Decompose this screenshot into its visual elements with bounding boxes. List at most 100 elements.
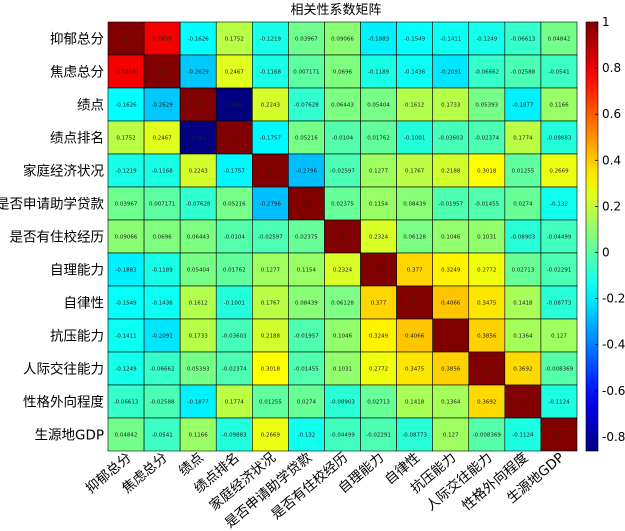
heatmap-cell — [107, 351, 145, 386]
heatmap-cell — [107, 186, 145, 221]
cell-value-label: 1 — [377, 268, 381, 274]
cell-value-label: 0.377 — [371, 301, 387, 307]
heatmap-cell — [468, 120, 506, 155]
heatmap-cell — [179, 21, 217, 56]
cell-value-label: -0.02597 — [330, 169, 355, 175]
heatmap-cell — [504, 252, 542, 287]
heatmap-cell — [288, 318, 325, 353]
cell-value-label: 0.05404 — [367, 103, 390, 109]
cell-value-label: -0.1626 — [115, 103, 137, 109]
cell-value-label: 0.1031 — [333, 367, 352, 373]
cell-value-label: -0.0104 — [224, 235, 246, 241]
cell-value-label: 0.1612 — [189, 301, 208, 307]
cell-value-label: 0.09066 — [331, 37, 354, 43]
cell-value-label: -0.1001 — [224, 301, 245, 307]
heatmap-cell — [143, 318, 181, 353]
cell-value-label: 0.1046 — [333, 334, 353, 340]
heatmap-cell — [143, 21, 181, 56]
cell-value-label: 0.2669 — [261, 433, 281, 439]
heatmap-cell — [215, 318, 253, 353]
cell-value-label: -0.01455 — [474, 202, 499, 208]
heatmap-cell — [432, 54, 470, 89]
cell-value-label: 0.05216 — [223, 202, 246, 208]
cell-value-label: 0.4066 — [441, 301, 461, 307]
row-label: 自理能力 — [50, 263, 104, 279]
cell-value-label: 0.1277 — [369, 169, 389, 175]
heatmap-cell — [324, 384, 361, 419]
cell-value-label: 1 — [124, 37, 128, 43]
row-label: 生源地GDP — [35, 428, 105, 444]
cell-value-label: 0.0696 — [152, 235, 172, 241]
cell-value-label: 0.0696 — [333, 70, 353, 76]
cell-value-label: 0.7859 — [152, 37, 172, 43]
heatmap-cell — [504, 54, 542, 89]
cell-value-label: -0.1549 — [115, 301, 137, 307]
heatmap-cell — [360, 21, 397, 56]
row-label: 绩点 — [77, 98, 104, 114]
heatmap-cell — [396, 351, 433, 386]
cell-value-label: 0.3692 — [477, 400, 496, 406]
cell-value-label: 0.1364 — [513, 334, 533, 340]
heatmap-cell — [215, 417, 253, 452]
heatmap-cell — [215, 252, 253, 287]
heatmap-cell — [215, 120, 253, 155]
cell-value-label: 1 — [557, 433, 561, 439]
heatmap-cell — [215, 285, 253, 320]
cell-value-label: -0.02597 — [258, 235, 283, 241]
heatmap-cell — [468, 384, 506, 419]
heatmap-cell — [396, 120, 433, 155]
heatmap-cell — [179, 384, 217, 419]
heatmap-cell — [143, 186, 181, 221]
heatmap-cell — [288, 21, 325, 56]
cell-value-label: -0.1189 — [368, 70, 390, 76]
cell-value-label: 0.01255 — [512, 169, 535, 175]
heatmap-cell — [540, 252, 578, 287]
cell-value-label: 0.1767 — [261, 301, 281, 307]
cell-value-label: 0.2324 — [369, 235, 389, 241]
cell-value-label: 1 — [449, 334, 453, 340]
cell-value-label: 0.4066 — [405, 334, 425, 340]
cell-value-label: 1 — [521, 400, 525, 406]
heatmap-cell — [468, 285, 506, 320]
heatmap-cell — [324, 417, 361, 452]
heatmap-cell — [143, 87, 181, 122]
cell-value-label: 0.06128 — [331, 301, 354, 307]
cell-value-label: -0.06662 — [150, 367, 175, 373]
cell-value-label: 1 — [341, 235, 345, 241]
heatmap-cell — [143, 351, 181, 386]
heatmap-cell — [252, 186, 289, 221]
cell-value-label: -0.008369 — [473, 433, 502, 439]
heatmap-cell — [107, 120, 145, 155]
row-label: 绩点排名 — [50, 131, 104, 147]
row-labels: 抑郁总分焦虑总分绩点绩点排名家庭经济状况是否申请助学贷款是否有住校经历自理能力自… — [0, 32, 104, 444]
cell-value-label: -0.1189 — [151, 268, 173, 274]
cell-value-label: 0.2467 — [225, 70, 245, 76]
heatmap-cell — [468, 252, 506, 287]
cell-value-label: 0.1031 — [477, 235, 496, 241]
cell-value-label: 0.05404 — [187, 268, 210, 274]
cell-value-label: -0.1883 — [115, 268, 137, 274]
heatmap-cell — [288, 252, 325, 287]
heatmap-cell — [179, 153, 217, 188]
heatmap-cell — [288, 285, 325, 320]
colorbar-tick-label: 0.8 — [602, 61, 621, 75]
cell-value-label: -0.0541 — [548, 70, 569, 76]
cell-value-label: -0.1124 — [548, 400, 570, 406]
heatmap-cell — [252, 219, 289, 254]
row-label: 抗压能力 — [50, 329, 104, 345]
cell-value-label: -0.06613 — [114, 400, 139, 406]
cell-value-label: -0.01455 — [294, 367, 319, 373]
heatmap-cell — [360, 417, 397, 452]
row-label: 人际交往能力 — [23, 361, 104, 378]
cell-value-label: 0.1752 — [225, 37, 244, 43]
cell-value-label: 0.3018 — [477, 169, 497, 175]
heatmap-cell — [288, 417, 325, 452]
heatmap-cell — [432, 21, 470, 56]
heatmap-cell — [360, 351, 397, 386]
cell-value-label: -0.08773 — [547, 301, 572, 307]
heatmap-cell — [288, 120, 325, 155]
colorbar-tick-label: -0.4 — [602, 338, 625, 352]
heatmap-cell — [540, 120, 578, 155]
heatmap-cell — [252, 417, 289, 452]
heatmap-cell — [360, 285, 397, 320]
